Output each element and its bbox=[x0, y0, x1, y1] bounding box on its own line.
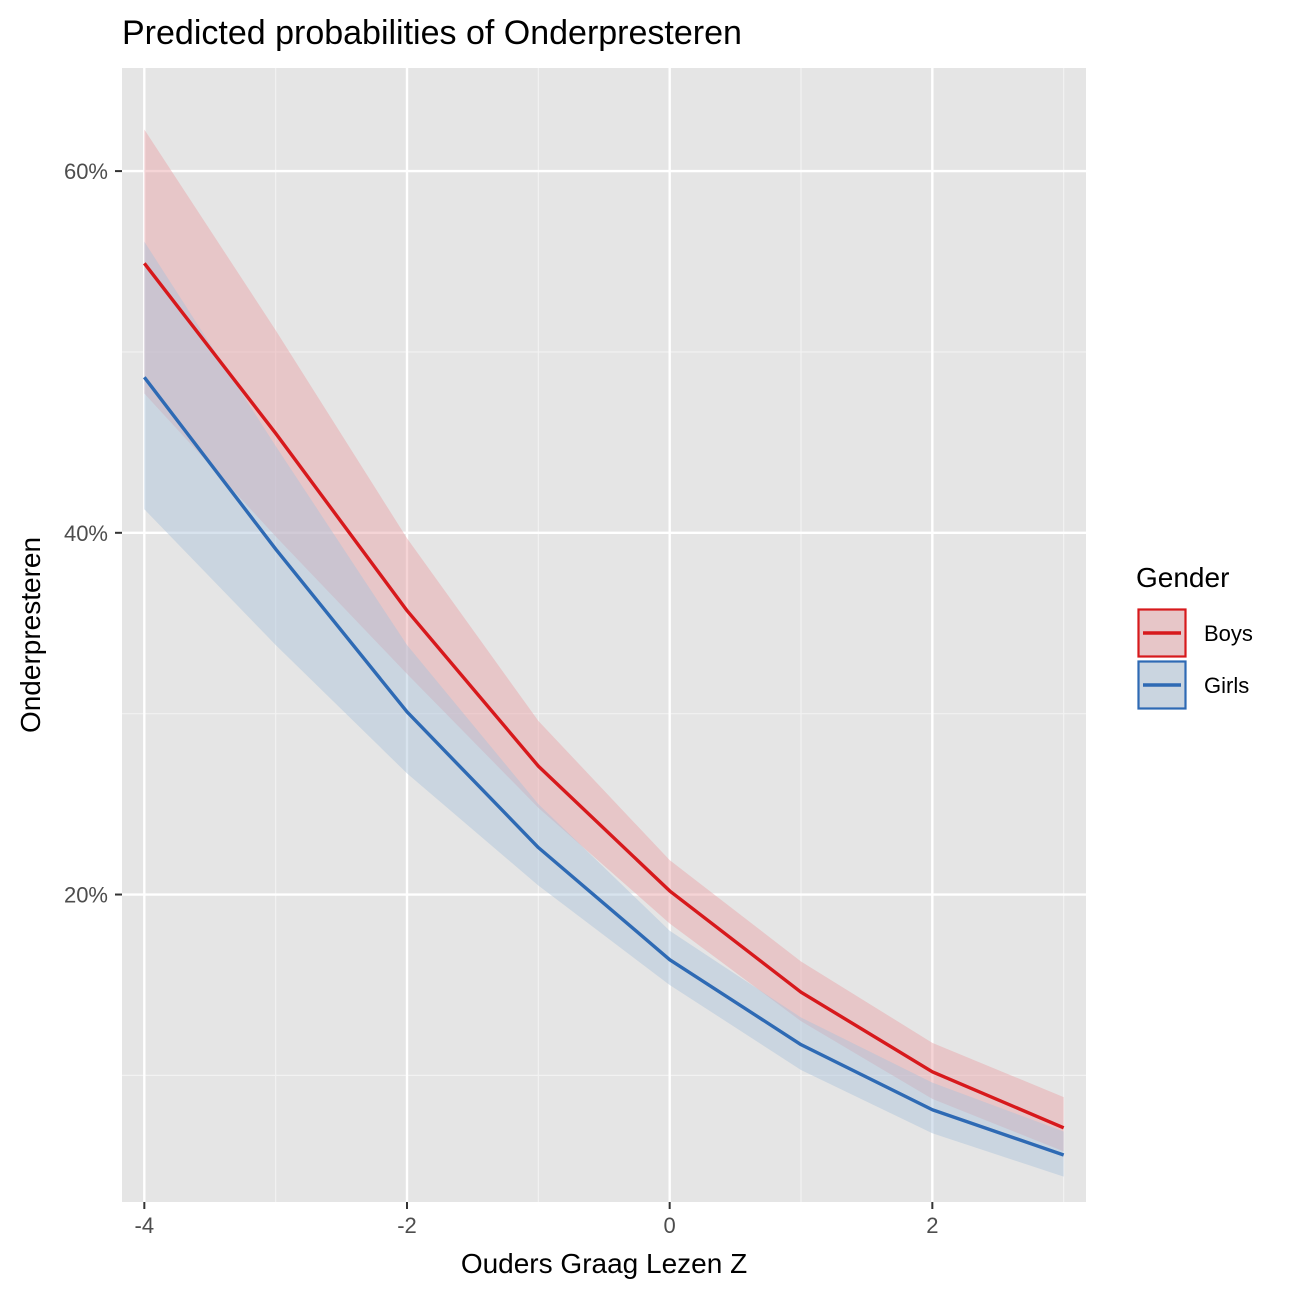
y-tick-label: 20% bbox=[64, 883, 108, 908]
x-tick-label: -2 bbox=[397, 1213, 417, 1238]
x-tick-label: -4 bbox=[135, 1213, 155, 1238]
major-gridlines bbox=[122, 68, 1086, 1202]
y-axis-title: Onderpresteren bbox=[15, 537, 46, 733]
boys-line bbox=[142, 262, 1065, 1130]
x-tick-label: 0 bbox=[664, 1213, 676, 1238]
legend-item-girls: Girls bbox=[1137, 660, 1249, 710]
minor-gridlines bbox=[122, 68, 1086, 1202]
y-tick-label: 40% bbox=[64, 521, 108, 546]
legend-label: Girls bbox=[1204, 673, 1249, 698]
x-tick-label: 2 bbox=[926, 1213, 938, 1238]
y-tick-label: 60% bbox=[64, 159, 108, 184]
legend-title: Gender bbox=[1136, 562, 1229, 593]
girls-line bbox=[142, 376, 1065, 1157]
x-axis-title: Ouders Graag Lezen Z bbox=[461, 1248, 747, 1279]
y-axis: 20% 40% 60% bbox=[64, 159, 122, 908]
x-axis: -4 -2 0 2 bbox=[135, 1202, 938, 1238]
legend: Gender Boys Girls bbox=[1136, 562, 1253, 710]
plot-panel bbox=[122, 68, 1086, 1202]
legend-item-boys: Boys bbox=[1137, 608, 1253, 658]
chart-title: Predicted probabilities of Onderprestere… bbox=[122, 14, 742, 52]
series-lines bbox=[142, 262, 1065, 1157]
legend-label: Boys bbox=[1204, 621, 1253, 646]
